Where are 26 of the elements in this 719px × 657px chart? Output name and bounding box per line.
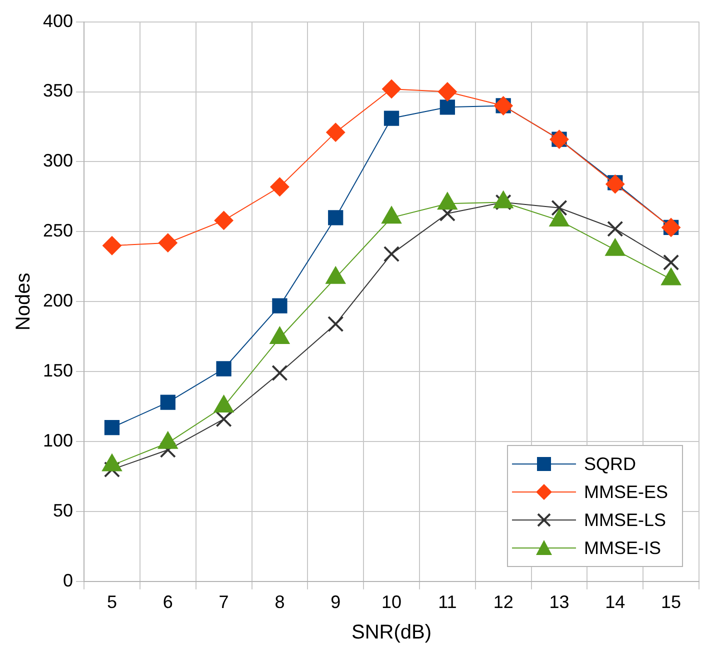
x-tick-label: 15 [661,592,682,612]
y-tick-label: 100 [42,430,74,450]
x-tick-label: 12 [493,592,514,612]
x-tick-label: 10 [382,592,402,612]
y-tick-label: 200 [42,290,74,311]
x-axis-title: SNR(dB) [352,622,432,644]
x-tick-label: 5 [106,592,117,612]
y-tick-label: 250 [42,220,74,241]
legend-label: MMSE-IS [584,538,661,559]
legend-label: SQRD [584,454,636,475]
y-tick-label: 300 [42,150,74,171]
x-tick-label: 13 [549,592,570,612]
x-tick-label: 7 [218,592,229,612]
legend-label: MMSE-LS [584,510,666,531]
y-axis-title: Nodes [12,272,35,331]
x-tick-label: 6 [162,592,173,612]
legend-label: MMSE-ES [584,482,668,503]
x-tick-label: 8 [274,592,285,612]
x-tick-label: 11 [438,592,457,612]
y-tick-label: 150 [42,360,74,381]
x-tick-label: 14 [605,592,626,612]
y-tick-label: 400 [42,10,74,31]
y-tick-label: 0 [63,570,74,590]
y-tick-label: 50 [53,500,74,520]
y-tick-label: 350 [42,80,74,101]
x-tick-label: 9 [330,592,341,612]
